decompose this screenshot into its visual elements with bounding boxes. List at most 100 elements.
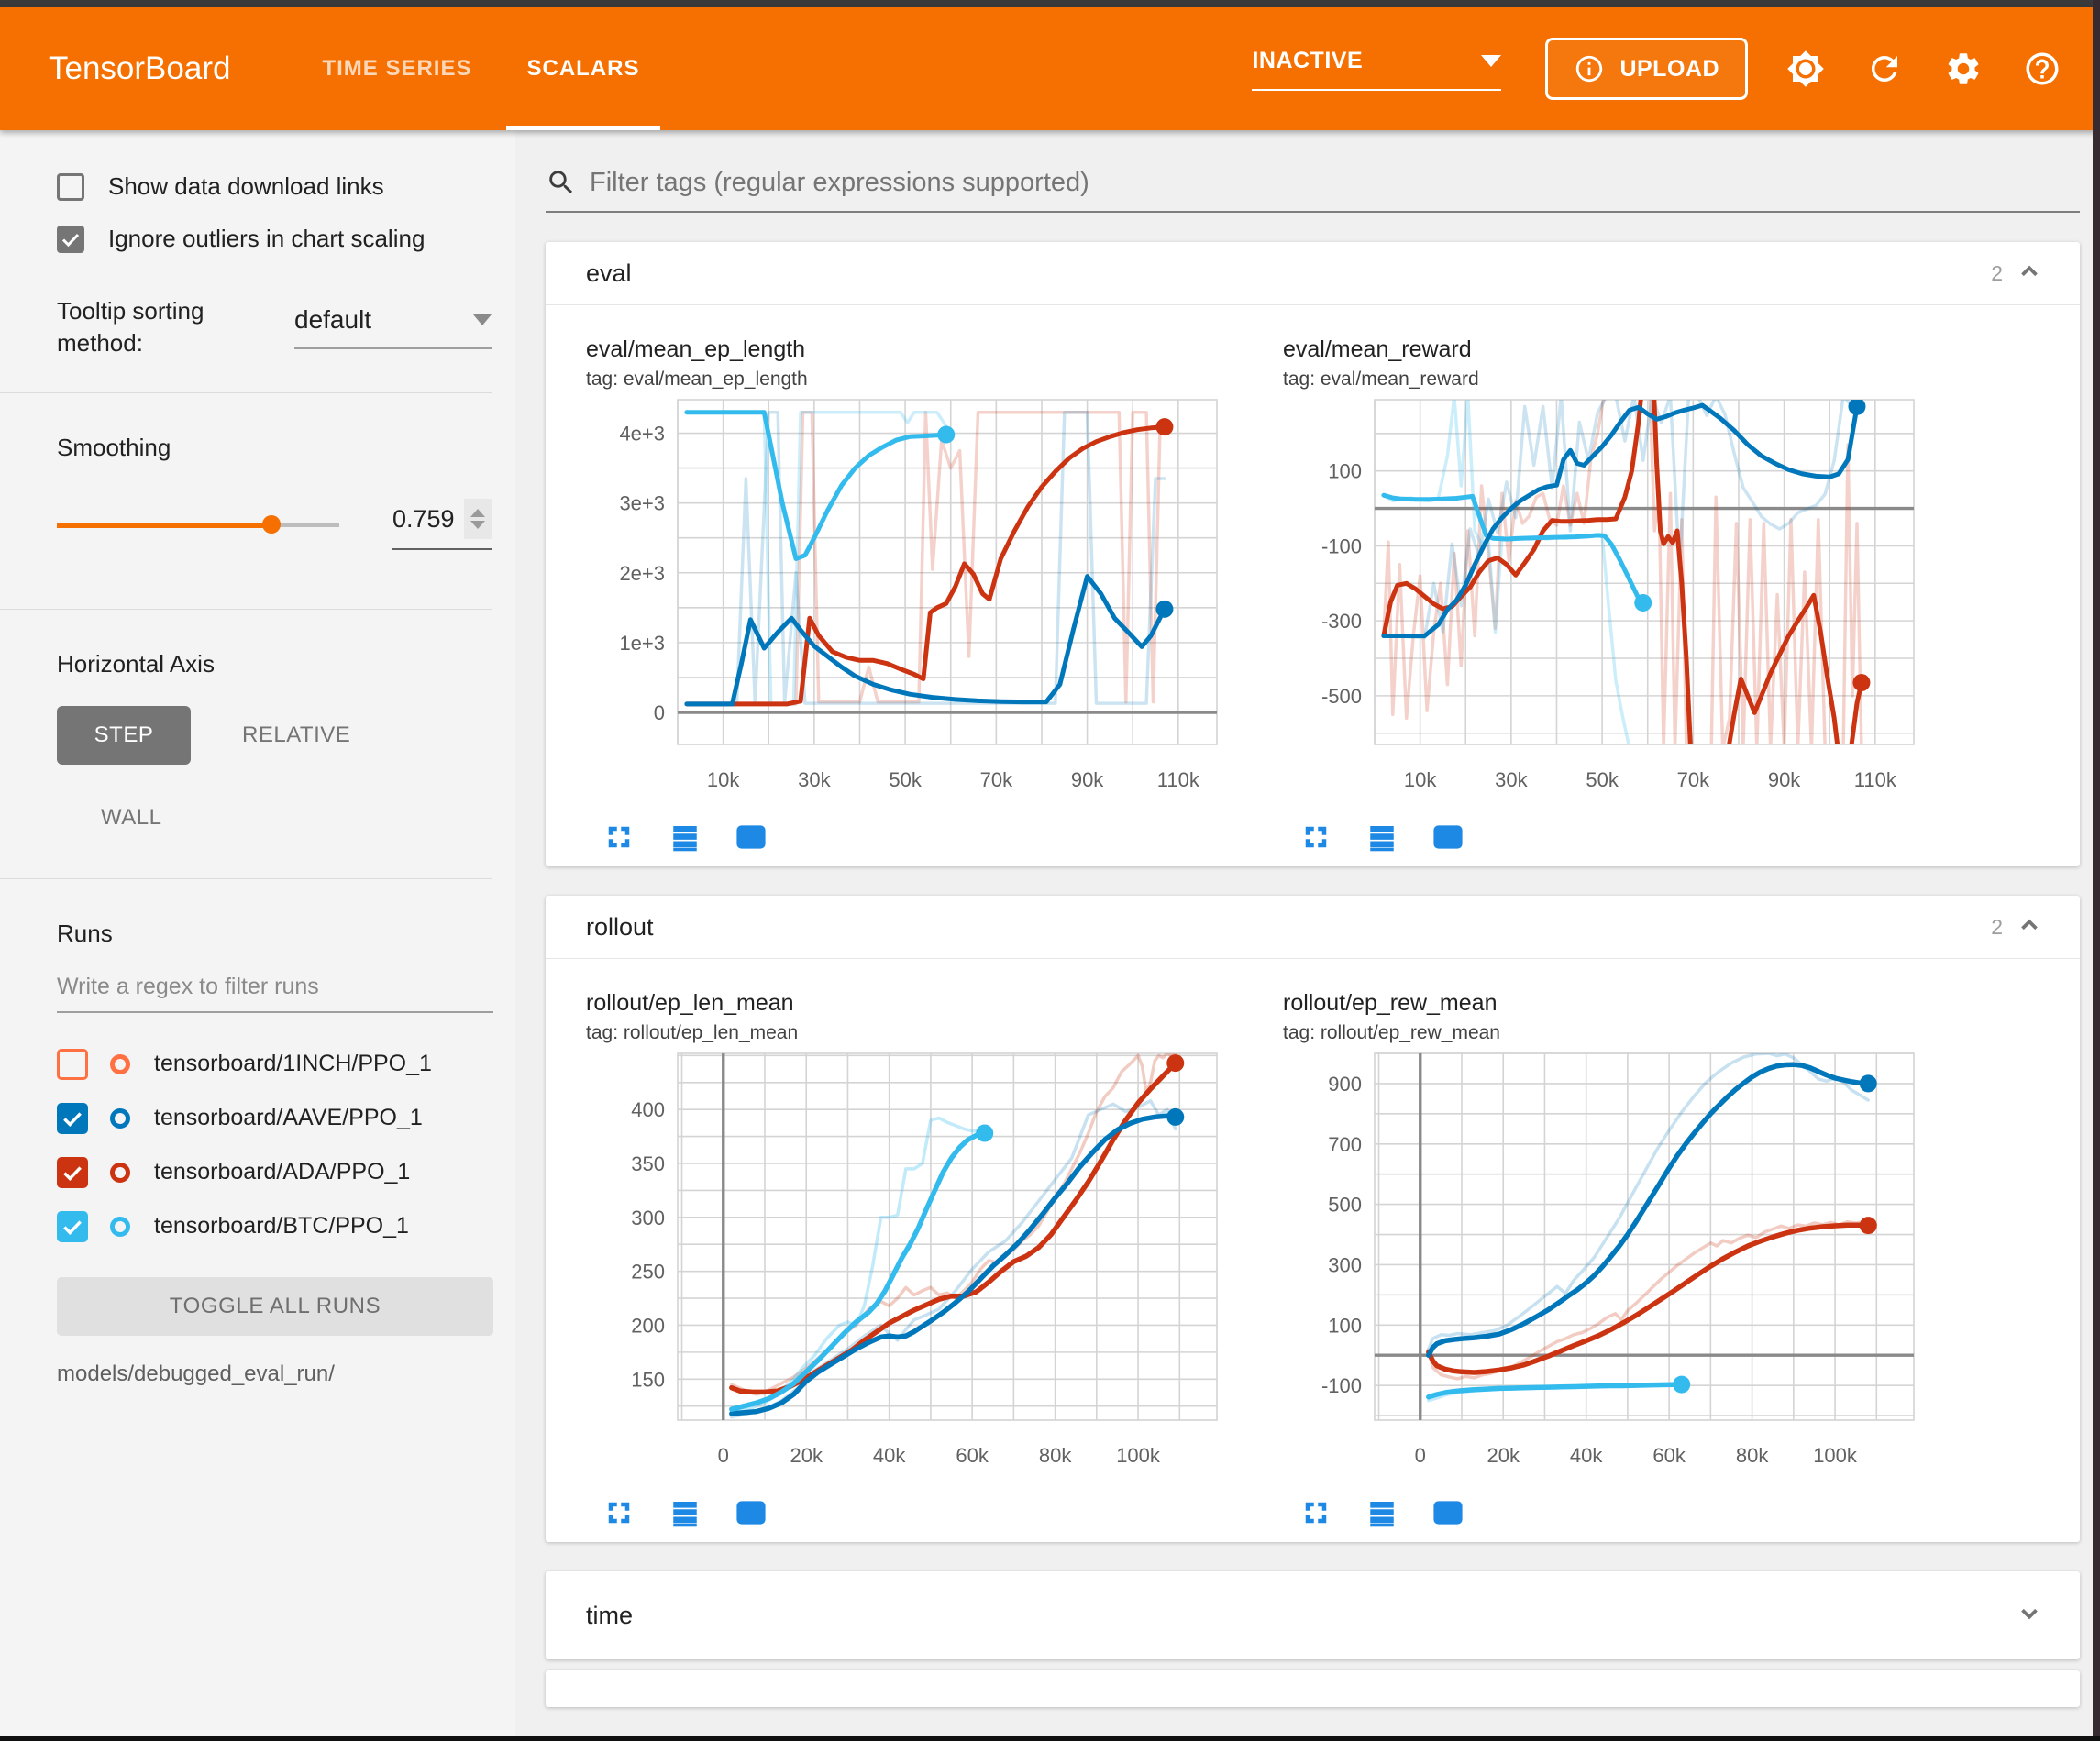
run-color-circle[interactable]: [110, 1162, 130, 1183]
pan-zoom-icon[interactable]: [1431, 821, 1464, 854]
chart-series: [685, 410, 948, 706]
run-color-circle[interactable]: [110, 1053, 130, 1074]
svg-text:100k: 100k: [1813, 1444, 1858, 1467]
settings-icon[interactable]: [1942, 48, 1984, 90]
svg-text:200: 200: [631, 1314, 665, 1337]
checkbox-label: Show data download links: [108, 172, 384, 200]
svg-text:250: 250: [631, 1261, 665, 1284]
tab-scalars[interactable]: SCALARS: [499, 7, 667, 130]
status-dropdown-value: INACTIVE: [1252, 47, 1364, 73]
smoothing-stepper[interactable]: [464, 499, 492, 540]
runs-filter-input[interactable]: [57, 974, 493, 1014]
refresh-icon[interactable]: [1863, 48, 1906, 90]
axis-wall-button[interactable]: WALL: [101, 805, 162, 831]
section-header-eval[interactable]: eval 2: [546, 242, 2080, 304]
run-checkbox[interactable]: [57, 1048, 88, 1080]
smoothing-label: Smoothing: [57, 434, 171, 462]
tab-time-series[interactable]: TIME SERIES: [322, 56, 472, 81]
chevron-up-icon[interactable]: [2016, 911, 2043, 943]
ignore-outliers-row: Ignore outliers in chart scaling: [57, 225, 515, 253]
fullscreen-icon[interactable]: [1299, 1496, 1332, 1529]
toggle-all-runs-button[interactable]: TOGGLE ALL RUNS: [57, 1277, 493, 1337]
fullscreen-icon[interactable]: [602, 1496, 636, 1529]
axis-step-button[interactable]: STEP: [57, 706, 191, 766]
series-end-dot: [976, 1124, 994, 1142]
section-header-rollout[interactable]: rollout 2: [546, 896, 2080, 958]
tooltip-sorting-label: Tooltip sorting method:: [57, 297, 204, 358]
section-header-time[interactable]: time: [546, 1571, 2080, 1659]
smoothing-slider[interactable]: [57, 515, 339, 534]
chart-actions: [586, 821, 1283, 854]
dropdown-underline: [1252, 88, 1502, 91]
svg-text:-500: -500: [1321, 685, 1362, 708]
tooltip-sorting-row: Tooltip sorting method: default: [57, 295, 515, 359]
svg-text:300: 300: [1328, 1253, 1362, 1276]
ignore-outliers-checkbox[interactable]: [57, 225, 84, 253]
status-dropdown[interactable]: INACTIVE: [1252, 47, 1502, 91]
show-download-links-checkbox[interactable]: [57, 172, 84, 201]
chart-card-rollout-ep-rew-mean: rollout/ep_rew_mean tag: rollout/ep_rew_m…: [1283, 990, 1980, 1529]
chevron-down-icon: [473, 314, 492, 326]
svg-text:-100: -100: [1321, 1374, 1362, 1397]
section-chart-count: 2: [1991, 914, 2003, 939]
next-section-card: [546, 1670, 2080, 1707]
pan-zoom-icon[interactable]: [1431, 1496, 1464, 1529]
chart-plot[interactable]: 100 -100 -300 -500 10k 30k 50k 70k 90k 110k: [1283, 391, 1925, 814]
chevron-up-icon[interactable]: [2016, 258, 2043, 290]
section-title: rollout: [586, 912, 654, 941]
data-table-icon[interactable]: [1365, 1496, 1398, 1529]
fullscreen-icon[interactable]: [1299, 821, 1332, 854]
svg-text:70k: 70k: [1677, 768, 1710, 791]
run-checkbox[interactable]: [57, 1102, 88, 1134]
smoothing-value-input[interactable]: 0.759: [392, 504, 455, 533]
run-color-circle[interactable]: [110, 1216, 130, 1237]
svg-text:0: 0: [1415, 1444, 1426, 1467]
chevron-down-icon: [1481, 54, 1502, 67]
fullscreen-icon[interactable]: [602, 821, 636, 854]
chevron-down-icon[interactable]: [2016, 1600, 2043, 1632]
svg-text:1e+3: 1e+3: [619, 632, 665, 655]
dropdown-underline: [294, 347, 492, 350]
svg-text:90k: 90k: [1768, 768, 1801, 791]
models-path-label: models/debugged_eval_run/: [57, 1361, 335, 1387]
axis-relative-button[interactable]: RELATIVE: [242, 722, 351, 748]
chart-plot[interactable]: 150 200 250 300 350 400 0 20k 40k 60k 80k 100k: [586, 1044, 1228, 1490]
tag-filter-input[interactable]: [590, 167, 2080, 198]
data-table-icon[interactable]: [1365, 821, 1398, 854]
app-title: TensorBoard: [49, 50, 231, 86]
pan-zoom-icon[interactable]: [735, 821, 768, 854]
tooltip-sorting-value: default: [294, 305, 372, 335]
chart-series: [1426, 1382, 1685, 1400]
chart-plot[interactable]: 0 1e+3 2e+3 3e+3 4e+3 10k 30k 50k 70k 90k 110k: [586, 391, 1228, 814]
brightness-icon[interactable]: [1785, 48, 1827, 90]
tab-bar: TIME SERIES SCALARS: [294, 7, 667, 130]
upload-button-label: UPLOAD: [1619, 55, 1719, 82]
chart-actions: [1283, 821, 1980, 854]
upload-button[interactable]: UPLOAD: [1545, 38, 1748, 100]
chart-series: [1426, 1062, 1871, 1358]
run-label: tensorboard/AAVE/PPO_1: [154, 1105, 423, 1131]
data-table-icon[interactable]: [669, 821, 702, 854]
run-checkbox[interactable]: [57, 1210, 88, 1242]
run-color-circle[interactable]: [110, 1107, 130, 1129]
chart-plot[interactable]: -100 100 300 500 700 900 0 20k 40k 60k 80k 100k: [1283, 1044, 1925, 1490]
data-table-icon[interactable]: [669, 1496, 702, 1529]
svg-text:2e+3: 2e+3: [619, 562, 665, 585]
header-actions: INACTIVE UPLOAD: [1252, 7, 2100, 130]
tooltip-sorting-dropdown[interactable]: default: [294, 305, 492, 350]
slider-thumb[interactable]: [261, 515, 281, 534]
help-icon[interactable]: [2021, 48, 2063, 90]
svg-text:-100: -100: [1321, 534, 1362, 557]
search-icon: [549, 171, 573, 194]
chart-series: [730, 1116, 987, 1416]
run-checkbox[interactable]: [57, 1156, 88, 1188]
svg-text:40k: 40k: [1570, 1444, 1603, 1467]
svg-text:30k: 30k: [1495, 768, 1528, 791]
section-card-rollout: rollout 2 rollout/ep_len_mean tag: rollout/…: [546, 896, 2080, 1542]
pan-zoom-icon[interactable]: [735, 1496, 768, 1529]
sidebar-divider: [0, 878, 492, 880]
chart-tag: tag: rollout/ep_rew_mean: [1283, 1022, 1500, 1043]
svg-text:80k: 80k: [1736, 1444, 1769, 1467]
chart-card-eval-mean-reward: eval/mean_reward tag: eval/mean_reward 100…: [1283, 336, 1980, 854]
chart-series: [1426, 1222, 1871, 1375]
